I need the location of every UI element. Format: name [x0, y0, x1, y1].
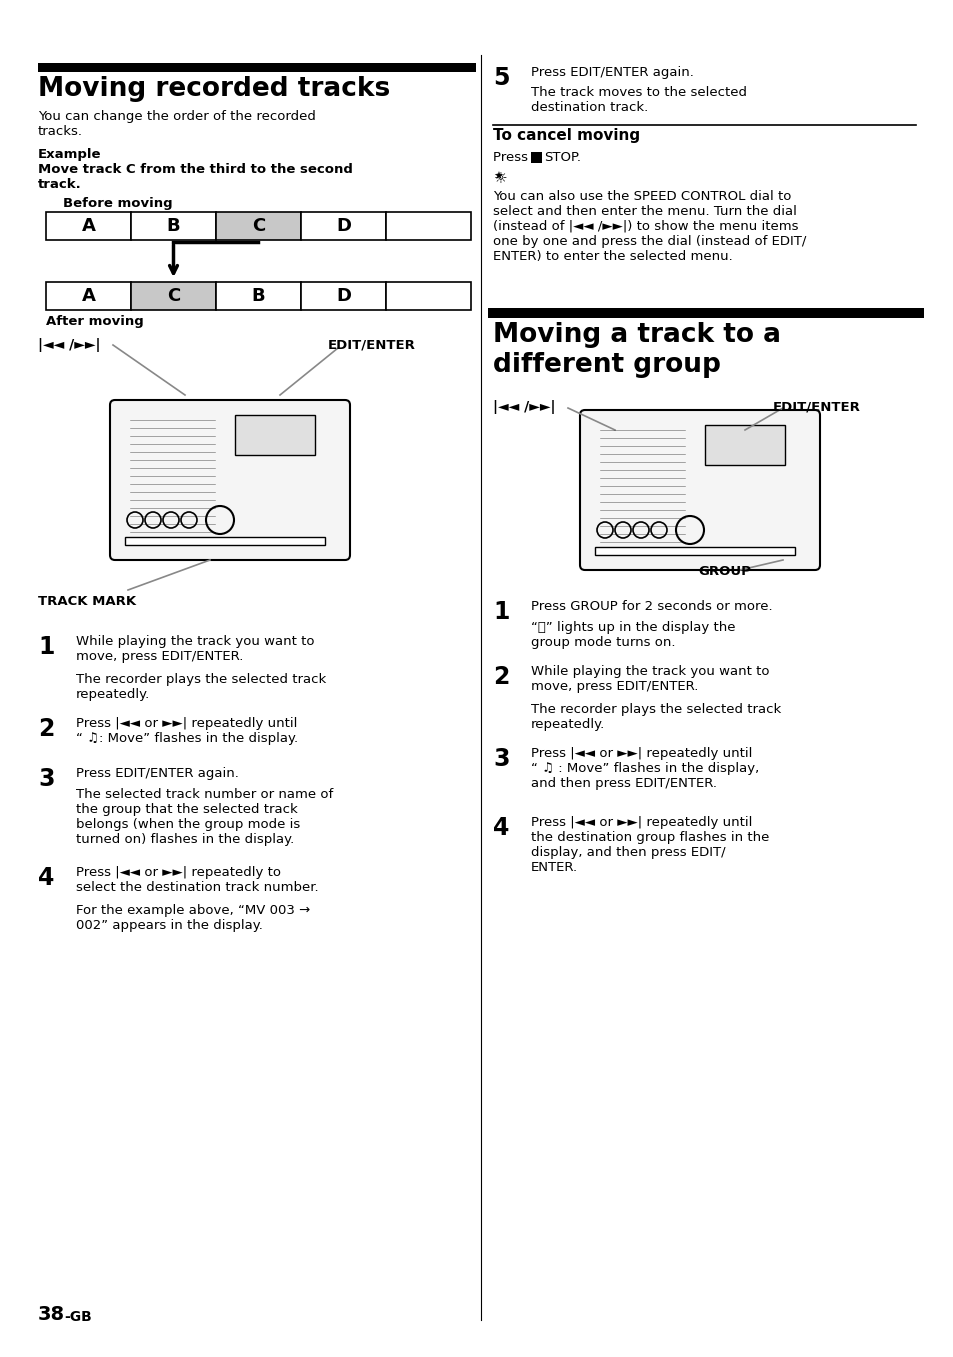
- Text: For the example above, “MV 003 →
002” appears in the display.: For the example above, “MV 003 → 002” ap…: [76, 904, 310, 932]
- Bar: [131, 282, 215, 309]
- Bar: [46, 282, 131, 309]
- Bar: [234, 415, 314, 455]
- Text: C: C: [252, 217, 265, 235]
- Bar: [215, 282, 301, 309]
- Bar: [704, 425, 784, 465]
- Text: A: A: [81, 217, 95, 235]
- Text: Press EDIT/ENTER again.: Press EDIT/ENTER again.: [531, 66, 693, 79]
- Bar: [301, 212, 386, 240]
- Text: Press |◄◄ or ►►| repeatedly until
the destination group flashes in the
display, : Press |◄◄ or ►►| repeatedly until the de…: [531, 816, 768, 874]
- Text: Press EDIT/ENTER again.: Press EDIT/ENTER again.: [76, 767, 238, 780]
- Text: D: D: [335, 217, 351, 235]
- Bar: [215, 212, 301, 240]
- Bar: [595, 547, 794, 555]
- Text: ☼: ☼: [494, 172, 507, 187]
- Text: 2: 2: [493, 665, 509, 689]
- Text: The recorder plays the selected track
repeatedly.: The recorder plays the selected track re…: [76, 673, 326, 702]
- Text: Move track C from the third to the second
track.: Move track C from the third to the secon…: [38, 163, 353, 191]
- Text: “⎕” lights up in the display the
group mode turns on.: “⎕” lights up in the display the group m…: [531, 622, 735, 649]
- Text: A: A: [81, 286, 95, 305]
- Text: |◄◄ /►►|: |◄◄ /►►|: [493, 400, 555, 414]
- Text: While playing the track you want to
move, press EDIT/ENTER.: While playing the track you want to move…: [76, 635, 314, 664]
- Text: Moving a track to a
different group: Moving a track to a different group: [493, 322, 781, 379]
- Text: 3: 3: [493, 746, 509, 771]
- Text: STOP.: STOP.: [543, 151, 580, 164]
- Text: Press |◄◄ or ►►| repeatedly until
“ ♫ : Move” flashes in the display,
and then p: Press |◄◄ or ►►| repeatedly until “ ♫ : …: [531, 746, 759, 790]
- Text: To cancel moving: To cancel moving: [493, 128, 639, 142]
- Bar: [386, 212, 471, 240]
- Text: You can change the order of the recorded
tracks.: You can change the order of the recorded…: [38, 110, 315, 138]
- Text: Example: Example: [38, 148, 101, 161]
- Text: ★: ★: [493, 172, 502, 182]
- Text: While playing the track you want to
move, press EDIT/ENTER.: While playing the track you want to move…: [531, 665, 769, 693]
- Text: |◄◄ /►►|: |◄◄ /►►|: [38, 338, 100, 351]
- Text: EDIT/ENTER: EDIT/ENTER: [328, 338, 416, 351]
- Bar: [488, 308, 923, 318]
- Text: 38: 38: [38, 1305, 65, 1324]
- Text: Press |◄◄ or ►►| repeatedly until
“ ♫: Move” flashes in the display.: Press |◄◄ or ►►| repeatedly until “ ♫: M…: [76, 716, 297, 745]
- Text: Press GROUP for 2 seconds or more.: Press GROUP for 2 seconds or more.: [531, 600, 772, 613]
- FancyBboxPatch shape: [579, 410, 820, 570]
- Bar: [386, 282, 471, 309]
- Text: C: C: [167, 286, 180, 305]
- Text: Before moving: Before moving: [63, 197, 172, 210]
- Bar: [531, 152, 541, 163]
- Text: You can also use the SPEED CONTROL dial to
select and then enter the menu. Turn : You can also use the SPEED CONTROL dial …: [493, 190, 805, 263]
- Text: 3: 3: [38, 767, 54, 791]
- Bar: [125, 537, 325, 546]
- Bar: [38, 62, 476, 72]
- Text: After moving: After moving: [46, 315, 144, 328]
- Text: GROUP: GROUP: [698, 565, 750, 578]
- FancyBboxPatch shape: [110, 400, 350, 560]
- Text: Press |◄◄ or ►►| repeatedly to
select the destination track number.: Press |◄◄ or ►►| repeatedly to select th…: [76, 866, 318, 894]
- Text: B: B: [252, 286, 265, 305]
- Text: 4: 4: [38, 866, 54, 890]
- Text: B: B: [167, 217, 180, 235]
- Bar: [46, 212, 131, 240]
- Bar: [301, 282, 386, 309]
- Bar: [131, 212, 215, 240]
- Text: 4: 4: [493, 816, 509, 840]
- Text: 1: 1: [38, 635, 54, 660]
- Text: TRACK MARK: TRACK MARK: [38, 594, 136, 608]
- Text: The recorder plays the selected track
repeatedly.: The recorder plays the selected track re…: [531, 703, 781, 731]
- Text: 5: 5: [493, 66, 509, 90]
- Text: Press: Press: [493, 151, 532, 164]
- Text: Moving recorded tracks: Moving recorded tracks: [38, 76, 390, 102]
- Text: -GB: -GB: [64, 1310, 91, 1324]
- Text: The selected track number or name of
the group that the selected track
belongs (: The selected track number or name of the…: [76, 788, 333, 845]
- Text: 1: 1: [493, 600, 509, 624]
- Text: EDIT/ENTER: EDIT/ENTER: [772, 400, 860, 413]
- Text: The track moves to the selected
destination track.: The track moves to the selected destinat…: [531, 85, 746, 114]
- Text: 2: 2: [38, 716, 54, 741]
- Text: D: D: [335, 286, 351, 305]
